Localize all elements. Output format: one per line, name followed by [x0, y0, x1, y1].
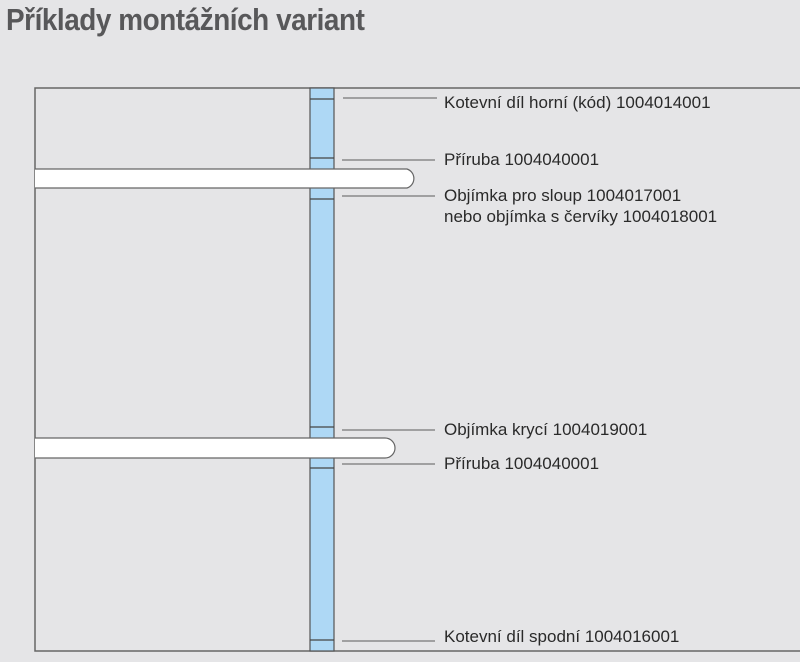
label-cover-clamp: Objímka krycí 1004019001 — [444, 420, 648, 439]
upper-rail — [35, 168, 415, 189]
label-upper-anchor: Kotevní díl horní (kód) 1004014001 — [444, 93, 711, 112]
label-post-clamp: Objímka pro sloup 1004017001 — [444, 186, 682, 205]
label-flange-lower: Příruba 1004040001 — [444, 454, 600, 473]
page-title: Příklady montážních variant — [6, 2, 365, 37]
leader-lines — [342, 97, 437, 642]
lower-rail — [35, 437, 396, 459]
label-lower-anchor: Kotevní díl spodní 1004016001 — [444, 627, 680, 646]
label-post-clamp-alt: nebo objímka s červíky 1004018001 — [444, 207, 718, 226]
pole-joints — [310, 98, 334, 641]
frame — [34, 87, 800, 652]
label-flange-upper: Příruba 1004040001 — [444, 150, 600, 169]
